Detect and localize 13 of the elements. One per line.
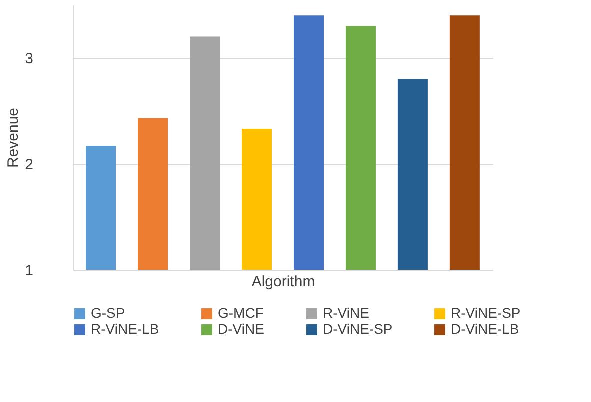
y-tick-label: 3 [25,50,34,68]
legend-label: R-ViNE [323,305,370,321]
legend-label: G-MCF [218,305,264,321]
legend-label: R-ViNE-LB [91,321,160,337]
y-tick-label: 1 [25,262,34,280]
y-tick-label: 2 [25,156,34,174]
legend-label: D-ViNE [218,321,264,337]
legend-label: R-ViNE-SP [451,305,521,321]
legend-label: D-ViNE-SP [323,321,393,337]
y-axis-title: Revenue [5,108,22,168]
legend-label: D-ViNE-LB [451,321,520,337]
x-axis-title: Algorithm [252,274,316,290]
legend-label: G-SP [91,305,126,321]
